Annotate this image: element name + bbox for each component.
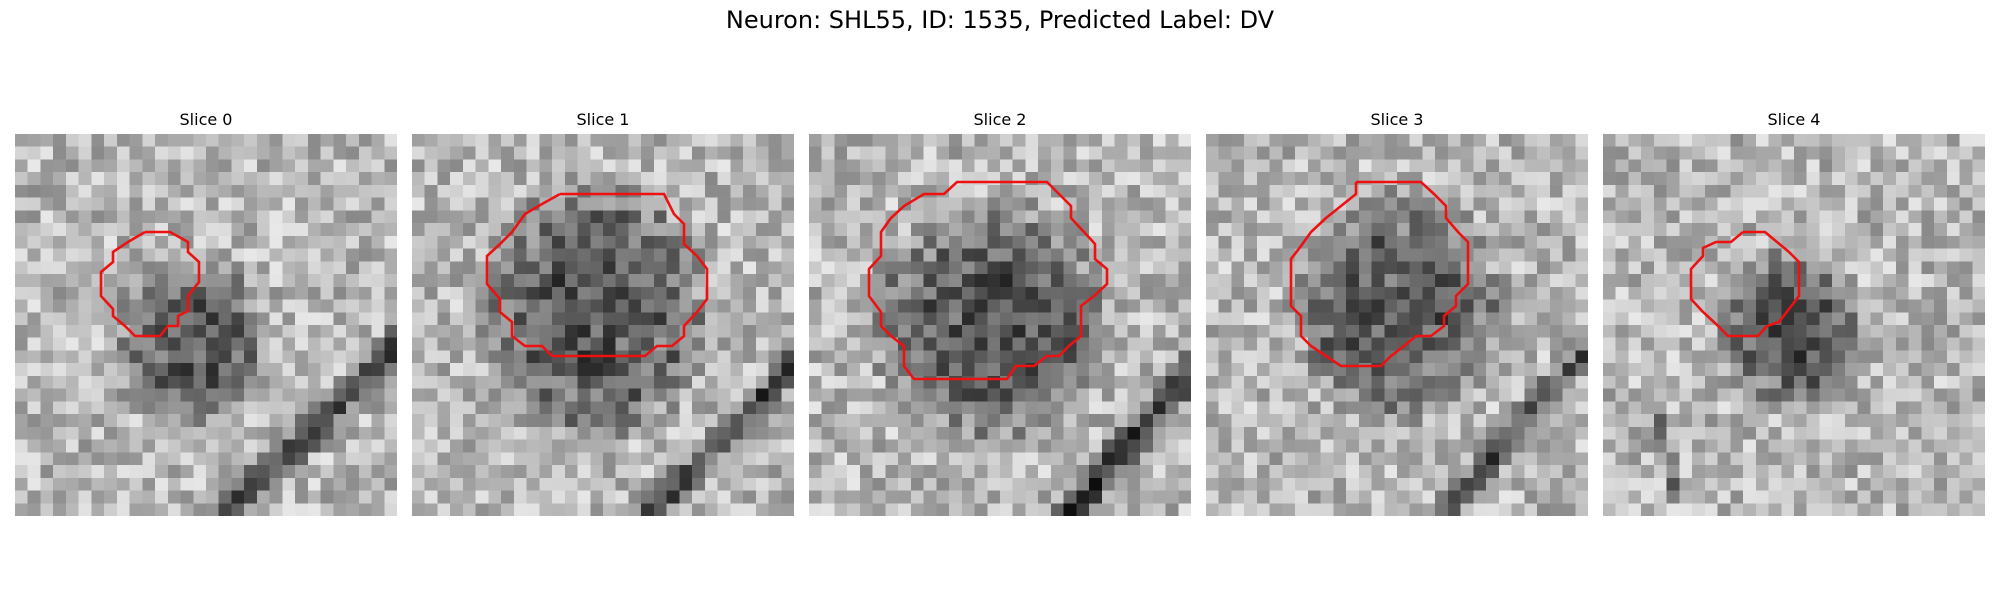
- slice-image-4: [1603, 134, 1985, 516]
- slice-image-0: [15, 134, 397, 516]
- slice-title: Slice 3: [1370, 110, 1424, 129]
- slice-panel-4: Slice 4: [1603, 110, 1985, 516]
- slice-panel-2: Slice 2: [809, 110, 1191, 516]
- roi-contour: [485, 192, 709, 358]
- slice-panel-0: Slice 0: [15, 110, 397, 516]
- slice-image-1: [412, 134, 794, 516]
- roi-contour: [1689, 230, 1801, 338]
- figure-title: Neuron: SHL55, ID: 1535, Predicted Label…: [725, 6, 1275, 34]
- roi-contour: [99, 230, 201, 338]
- slice-title: Slice 4: [1767, 110, 1821, 129]
- roi-contour: [867, 180, 1109, 381]
- slice-image-3: [1206, 134, 1588, 516]
- slice-title: Slice 2: [973, 110, 1027, 129]
- roi-contour: [1289, 180, 1470, 368]
- slice-title: Slice 0: [179, 110, 233, 129]
- slice-title: Slice 1: [576, 110, 630, 129]
- slice-panel-1: Slice 1: [412, 110, 794, 516]
- slice-panel-3: Slice 3: [1206, 110, 1588, 516]
- slice-image-2: [809, 134, 1191, 516]
